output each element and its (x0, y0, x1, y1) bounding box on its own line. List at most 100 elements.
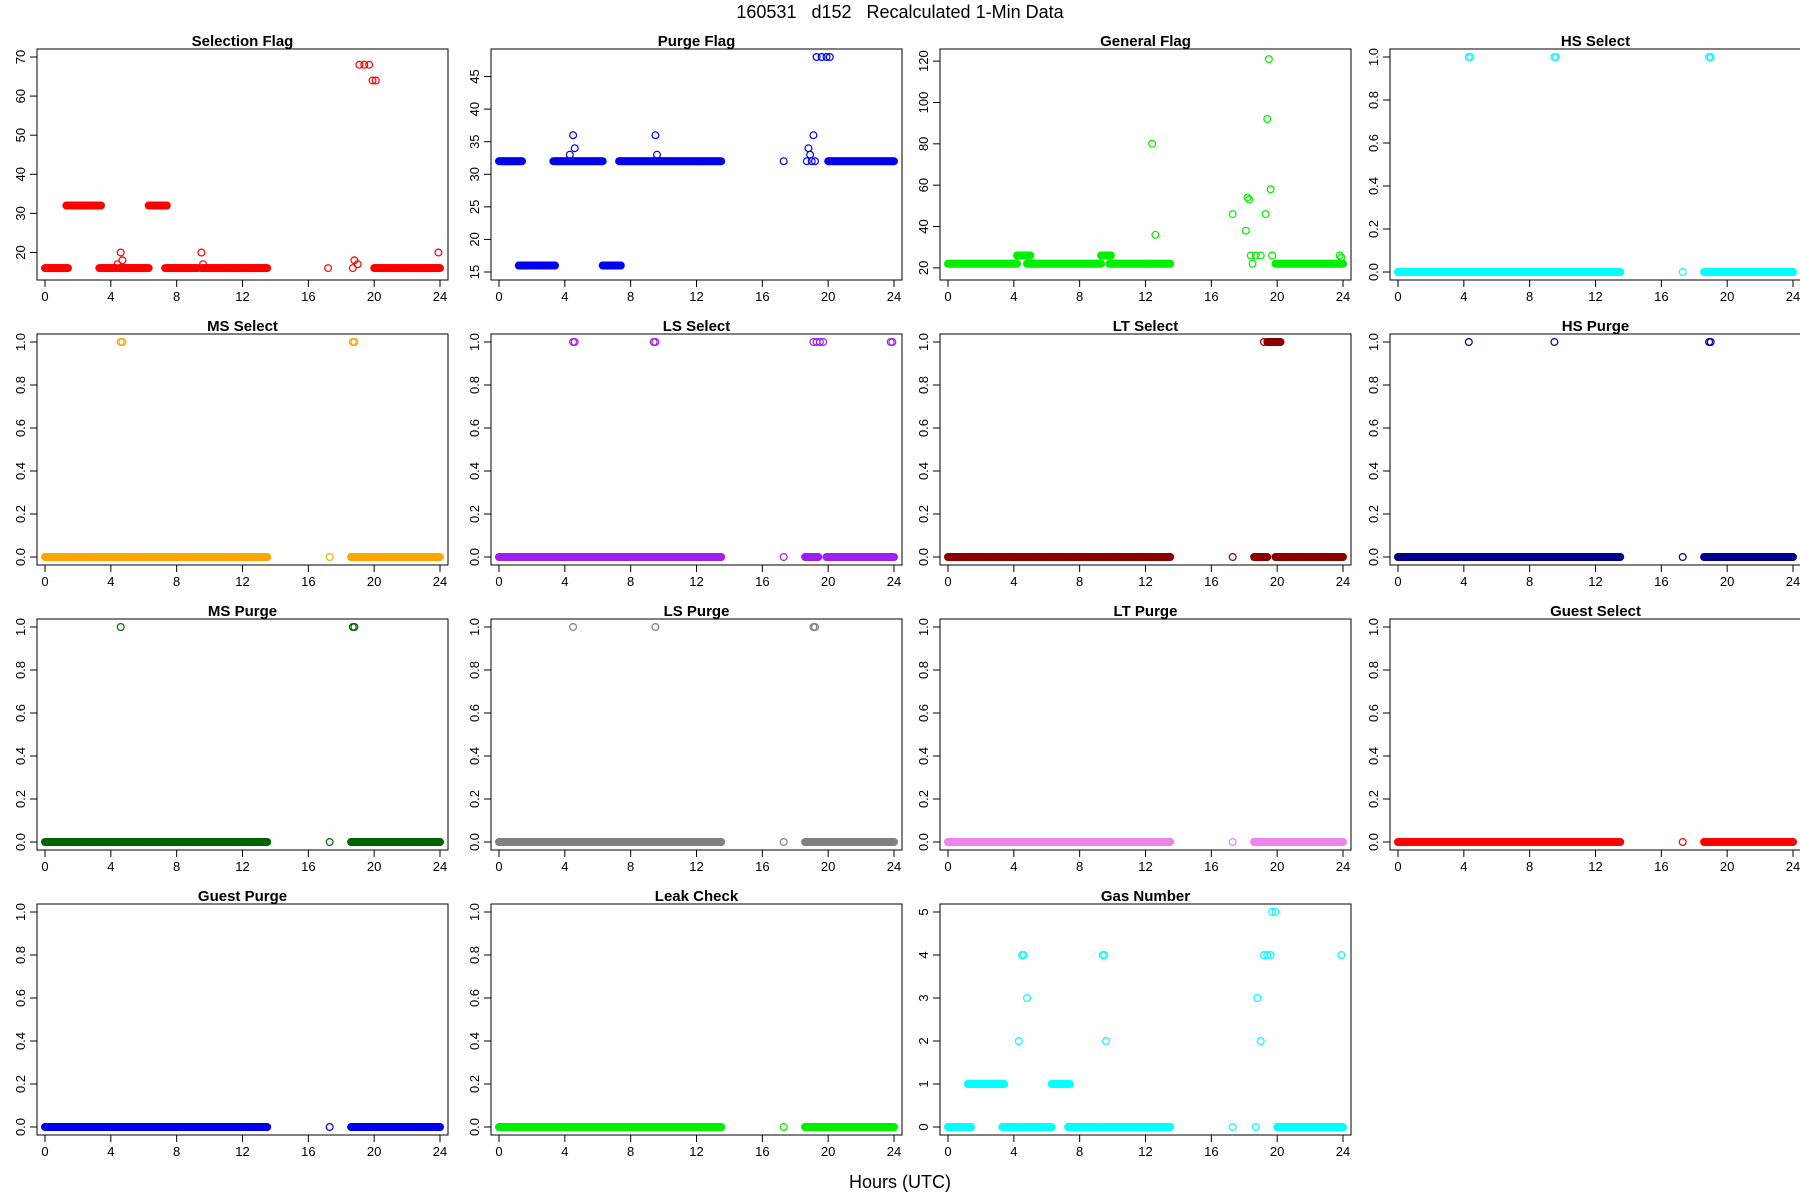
plot-frame (939, 333, 1352, 566)
series-markers (40, 338, 445, 561)
y-tick-label: 0.2 (1366, 505, 1381, 523)
y-tick-label: 1.0 (1366, 333, 1381, 351)
data-point (365, 60, 374, 69)
y-tick-label: 30 (467, 167, 482, 181)
x-tick-label: 4 (107, 1144, 114, 1159)
x-tick-label: 20 (1270, 574, 1284, 589)
data-point (651, 131, 660, 140)
y-tick-label: 1.0 (916, 618, 931, 636)
y-tick-label: 100 (916, 92, 931, 114)
y-tick-label: 0.8 (13, 946, 28, 964)
y-tick-label: 0.4 (13, 462, 28, 480)
x-tick-label: 12 (1138, 289, 1152, 304)
data-point (806, 150, 815, 159)
data-point (1251, 251, 1260, 260)
data-point (1248, 259, 1257, 268)
y-tick-label: 0.4 (13, 1032, 28, 1050)
x-tick-label: 8 (173, 574, 180, 589)
x-tick-label: 16 (301, 289, 315, 304)
x-tick-label: 16 (755, 574, 769, 589)
data-point (1026, 251, 1035, 260)
panel-title: MS Purge (208, 603, 277, 620)
data-point (325, 837, 334, 846)
data-point (812, 52, 821, 61)
y-tick-label: 0.0 (467, 833, 482, 851)
series-markers (40, 1122, 445, 1131)
x-tick-label: 24 (433, 289, 447, 304)
x-tick-label: 4 (1010, 859, 1017, 874)
x-tick-label: 8 (1526, 574, 1533, 589)
y-tick-label: 0.6 (13, 989, 28, 1007)
x-tick-label: 20 (821, 289, 835, 304)
y-tick-label: 50 (13, 128, 28, 142)
data-point (817, 52, 826, 61)
data-point (263, 264, 272, 273)
y-tick-label: 120 (916, 50, 931, 72)
panel-title: LS Purge (664, 603, 730, 620)
x-tick-label: 24 (1336, 574, 1350, 589)
plot-frame (490, 618, 903, 851)
data-point (118, 256, 127, 265)
y-tick-label: 0.0 (13, 1118, 28, 1136)
y-tick-label: 40 (467, 102, 482, 116)
panel-title: Purge Flag (658, 33, 736, 50)
data-point (550, 261, 559, 270)
panel-title: General Flag (1100, 33, 1191, 50)
data-point (353, 260, 362, 269)
panel-title: MS Select (207, 318, 278, 335)
x-tick-label: 20 (367, 859, 381, 874)
data-point (325, 552, 334, 561)
series-markers (1393, 52, 1797, 277)
x-tick-label: 0 (1394, 574, 1401, 589)
data-point (116, 248, 125, 257)
data-point (1337, 253, 1346, 262)
plot-frame (939, 618, 1352, 851)
x-tick-label: 20 (1720, 574, 1734, 589)
data-point (804, 144, 813, 153)
x-tick-label: 0 (495, 574, 502, 589)
y-tick-label: 0.2 (1366, 220, 1381, 238)
y-tick-label: 15 (467, 265, 482, 279)
y-tick-label: 40 (916, 219, 931, 233)
series-markers (1393, 338, 1797, 561)
x-tick-label: 20 (367, 289, 381, 304)
x-tick-label: 8 (173, 859, 180, 874)
y-tick-label: 0.2 (13, 1075, 28, 1093)
panel-title: LS Select (663, 318, 731, 335)
x-tick-label: 0 (944, 574, 951, 589)
x-tick-label: 20 (821, 574, 835, 589)
x-tick-label: 16 (1654, 859, 1668, 874)
panel-title: HS Select (1561, 33, 1630, 50)
x-tick-label: 0 (1394, 859, 1401, 874)
data-point (371, 76, 380, 85)
x-tick-label: 16 (1204, 289, 1218, 304)
data-point (779, 552, 788, 561)
y-tick-label: 0.4 (467, 462, 482, 480)
y-tick-label: 0.0 (13, 548, 28, 566)
x-tick-label: 16 (1204, 574, 1218, 589)
y-tick-label: 1.0 (1366, 48, 1381, 66)
x-tick-label: 4 (107, 289, 114, 304)
y-tick-label: 0.0 (916, 833, 931, 851)
y-tick-label: 1.0 (13, 333, 28, 351)
plot-frame (939, 48, 1352, 281)
data-point (197, 248, 206, 257)
data-point (111, 264, 120, 273)
data-point (116, 622, 125, 631)
x-tick-label: 8 (173, 1144, 180, 1159)
plot-frame (1389, 333, 1800, 566)
x-tick-label: 24 (1336, 289, 1350, 304)
data-point (1246, 251, 1255, 260)
x-tick-label: 0 (41, 859, 48, 874)
x-tick-label: 4 (107, 574, 114, 589)
data-point (1228, 837, 1237, 846)
data-point (1243, 193, 1252, 202)
x-tick-label: 20 (1720, 859, 1734, 874)
x-tick-label: 24 (1786, 289, 1800, 304)
x-tick-label: 16 (301, 1144, 315, 1159)
x-tick-label: 20 (1270, 859, 1284, 874)
x-tick-label: 20 (1720, 289, 1734, 304)
